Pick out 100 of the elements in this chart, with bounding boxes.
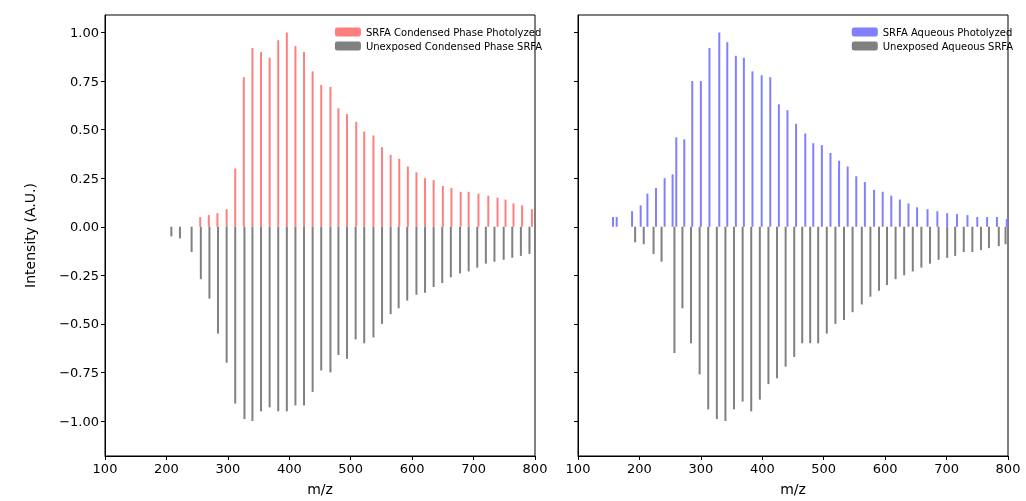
bar: [207, 215, 210, 227]
bar: [487, 195, 490, 227]
bar: [809, 226, 812, 344]
bar: [885, 226, 888, 286]
bar: [911, 226, 914, 272]
bar: [724, 226, 727, 422]
bar: [863, 182, 866, 227]
bar: [467, 226, 470, 272]
bar: [873, 189, 876, 227]
bar: [528, 226, 531, 254]
bar: [936, 211, 939, 227]
bar: [842, 226, 845, 321]
bar: [441, 185, 444, 227]
bar: [928, 226, 931, 264]
bar: [760, 75, 763, 227]
x-tick-label: 800: [522, 461, 548, 476]
bar: [424, 226, 427, 293]
bar: [733, 226, 736, 410]
bar: [354, 226, 357, 340]
bar: [846, 166, 849, 227]
bar: [234, 168, 237, 227]
x-tick-label: 400: [749, 461, 775, 476]
bar: [898, 199, 901, 227]
bar: [997, 226, 1000, 247]
y-tick-label: 0.75: [70, 73, 99, 89]
bar: [199, 226, 202, 280]
bar: [869, 226, 872, 297]
bar: [217, 226, 220, 334]
bar: [1005, 218, 1008, 227]
bar: [1004, 226, 1007, 245]
bar: [715, 226, 718, 420]
bar: [986, 217, 989, 227]
legend-label: SRFA Condensed Phase Photolyzed: [365, 26, 542, 38]
bar: [303, 226, 306, 406]
bar: [838, 160, 841, 227]
bar: [890, 195, 893, 227]
bar: [995, 217, 998, 227]
bar: [372, 226, 375, 338]
bar: [966, 215, 969, 227]
bar: [698, 226, 701, 375]
y-tick-label: 0.50: [70, 122, 99, 138]
bar: [660, 226, 663, 262]
bar: [216, 213, 219, 227]
bar: [655, 187, 658, 227]
bar: [903, 226, 906, 276]
bar: [512, 203, 515, 227]
bar: [477, 193, 480, 227]
bar: [786, 110, 789, 227]
bar: [699, 81, 702, 227]
bar: [750, 226, 753, 412]
bar: [916, 207, 919, 227]
bar: [829, 152, 832, 227]
bar: [355, 121, 358, 227]
bar: [381, 147, 384, 227]
bar: [199, 217, 202, 227]
x-tick-label: 300: [688, 461, 714, 476]
bar: [424, 178, 427, 227]
bar: [346, 114, 349, 227]
x-tick-label: 100: [92, 461, 118, 476]
bar: [708, 48, 711, 227]
bar: [285, 226, 288, 412]
bar: [793, 226, 796, 357]
bar: [406, 226, 409, 301]
bar: [834, 226, 837, 324]
bar: [726, 42, 729, 227]
bar: [337, 226, 340, 355]
bar: [496, 197, 499, 227]
bar: [881, 191, 884, 227]
bar: [484, 226, 487, 264]
bar: [820, 145, 823, 227]
bar: [493, 226, 496, 262]
y-tick-label: 0.00: [70, 219, 99, 235]
bar: [776, 226, 779, 379]
bar: [398, 158, 401, 227]
bar: [268, 226, 271, 408]
bar: [277, 226, 280, 412]
bar: [329, 226, 332, 373]
bar: [476, 226, 479, 268]
bar: [683, 139, 686, 227]
bar: [337, 108, 340, 227]
bar: [502, 226, 505, 260]
bar: [225, 226, 228, 363]
bar: [946, 213, 949, 227]
bar: [178, 226, 181, 239]
bar: [907, 203, 910, 227]
bar: [251, 48, 254, 227]
bar: [642, 226, 645, 245]
bar: [663, 178, 666, 227]
bar: [673, 226, 676, 354]
bar: [742, 57, 745, 227]
bar: [954, 226, 957, 256]
bar: [751, 71, 754, 227]
bar: [825, 226, 828, 334]
bar: [397, 226, 400, 309]
bar: [817, 226, 820, 344]
bar: [346, 226, 349, 359]
bar: [459, 226, 462, 274]
bar: [681, 226, 684, 309]
bar: [675, 137, 678, 227]
x-tick-label: 300: [215, 461, 241, 476]
